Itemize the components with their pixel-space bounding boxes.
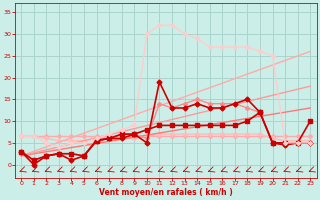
X-axis label: Vent moyen/en rafales ( km/h ): Vent moyen/en rafales ( km/h )	[99, 188, 233, 197]
